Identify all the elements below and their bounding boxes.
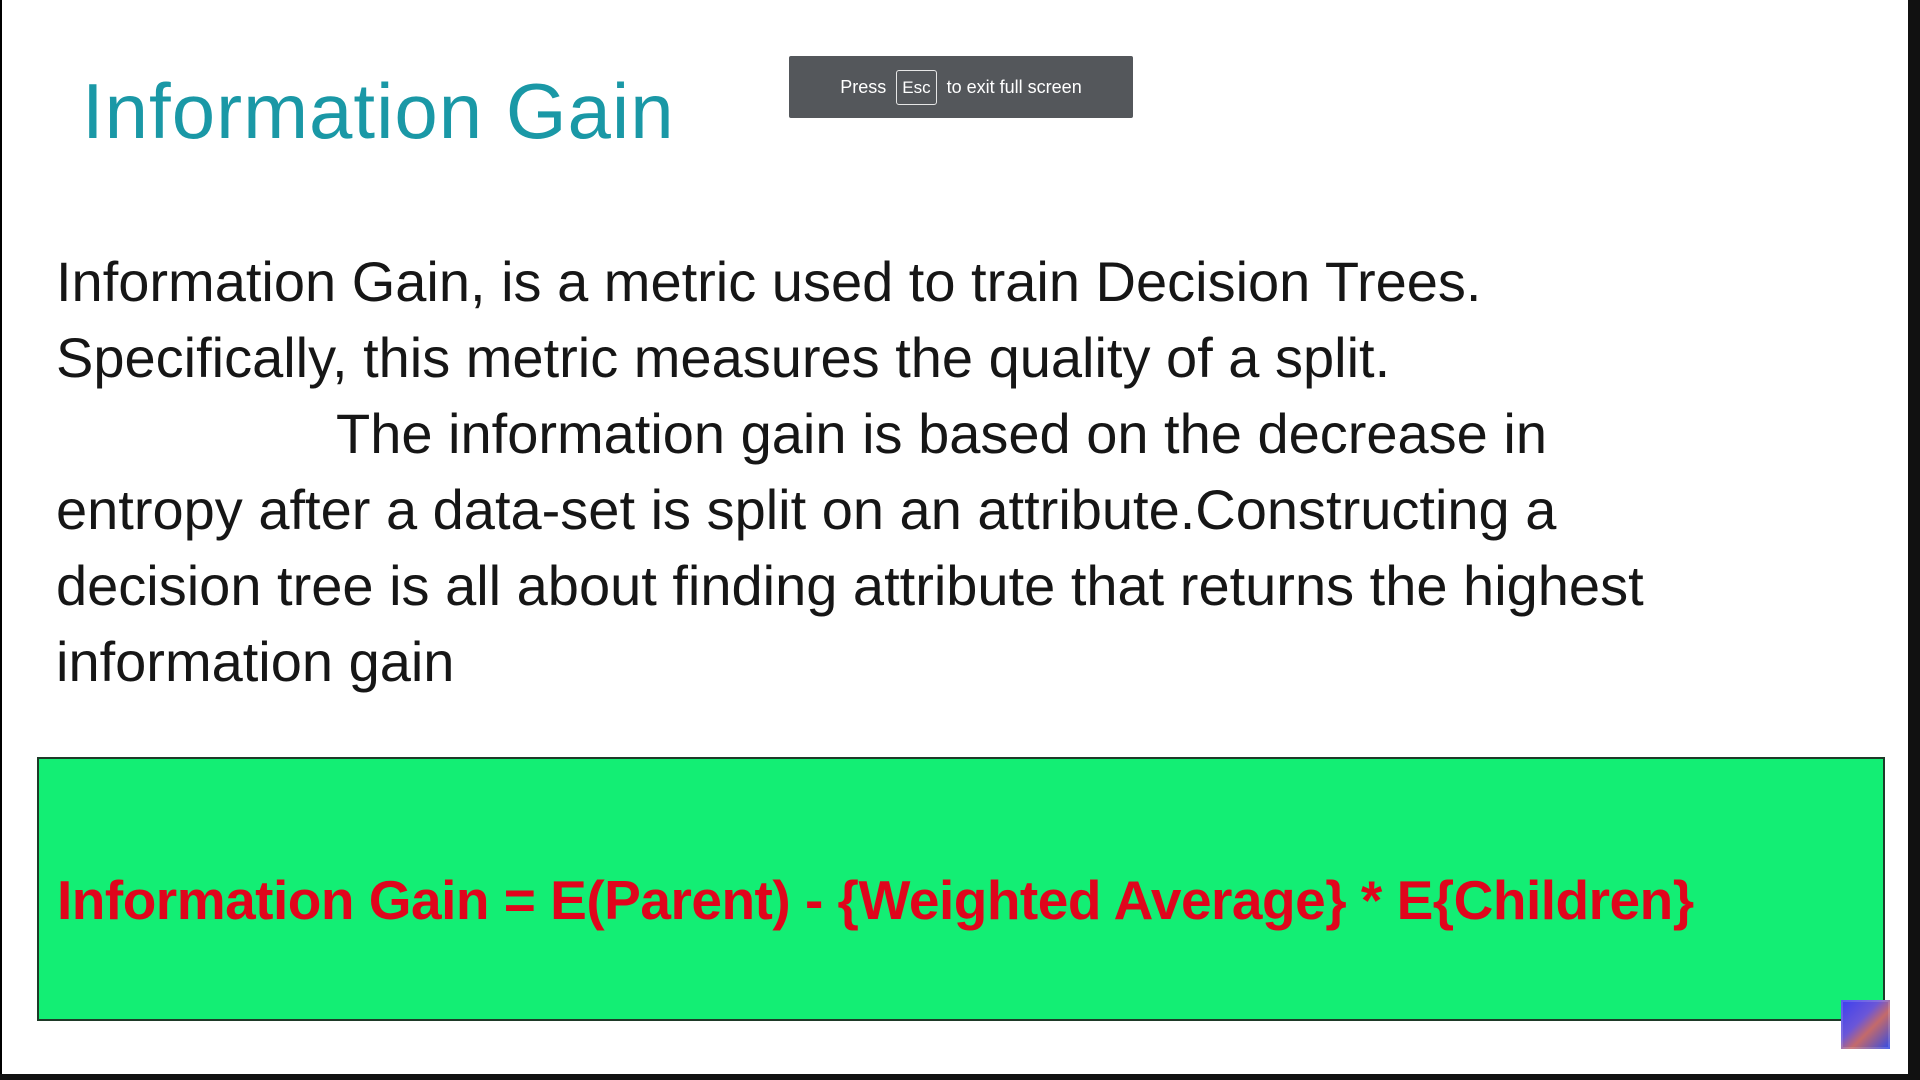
slide-title: Information Gain [82, 67, 675, 155]
video-thumbnail-icon[interactable] [1841, 1000, 1890, 1049]
esc-key-badge: Esc [896, 69, 937, 105]
screen-edge-right [1908, 0, 1920, 1080]
body-line: The information gain is based on the dec… [336, 402, 1547, 465]
slide-body-text: Information Gain, is a metric used to tr… [56, 244, 1876, 700]
toast-press-text: Press [840, 76, 887, 97]
information-gain-formula: Information Gain = E(Parent) - {Weighted… [57, 869, 1694, 931]
formula-box: Information Gain = E(Parent) - {Weighted… [37, 757, 1885, 1021]
body-line: Information Gain, is a metric used to tr… [56, 250, 1482, 313]
body-line: information gain [56, 630, 455, 693]
toast-suffix-text: to exit full screen [946, 76, 1082, 97]
body-line: entropy after a data-set is split on an … [56, 478, 1557, 541]
screen-edge-bottom [0, 1074, 1920, 1080]
body-line: Specifically, this metric measures the q… [56, 326, 1391, 389]
body-line: decision tree is all about finding attri… [56, 554, 1644, 617]
fullscreen-exit-toast: Press Esc to exit full screen [789, 56, 1133, 118]
